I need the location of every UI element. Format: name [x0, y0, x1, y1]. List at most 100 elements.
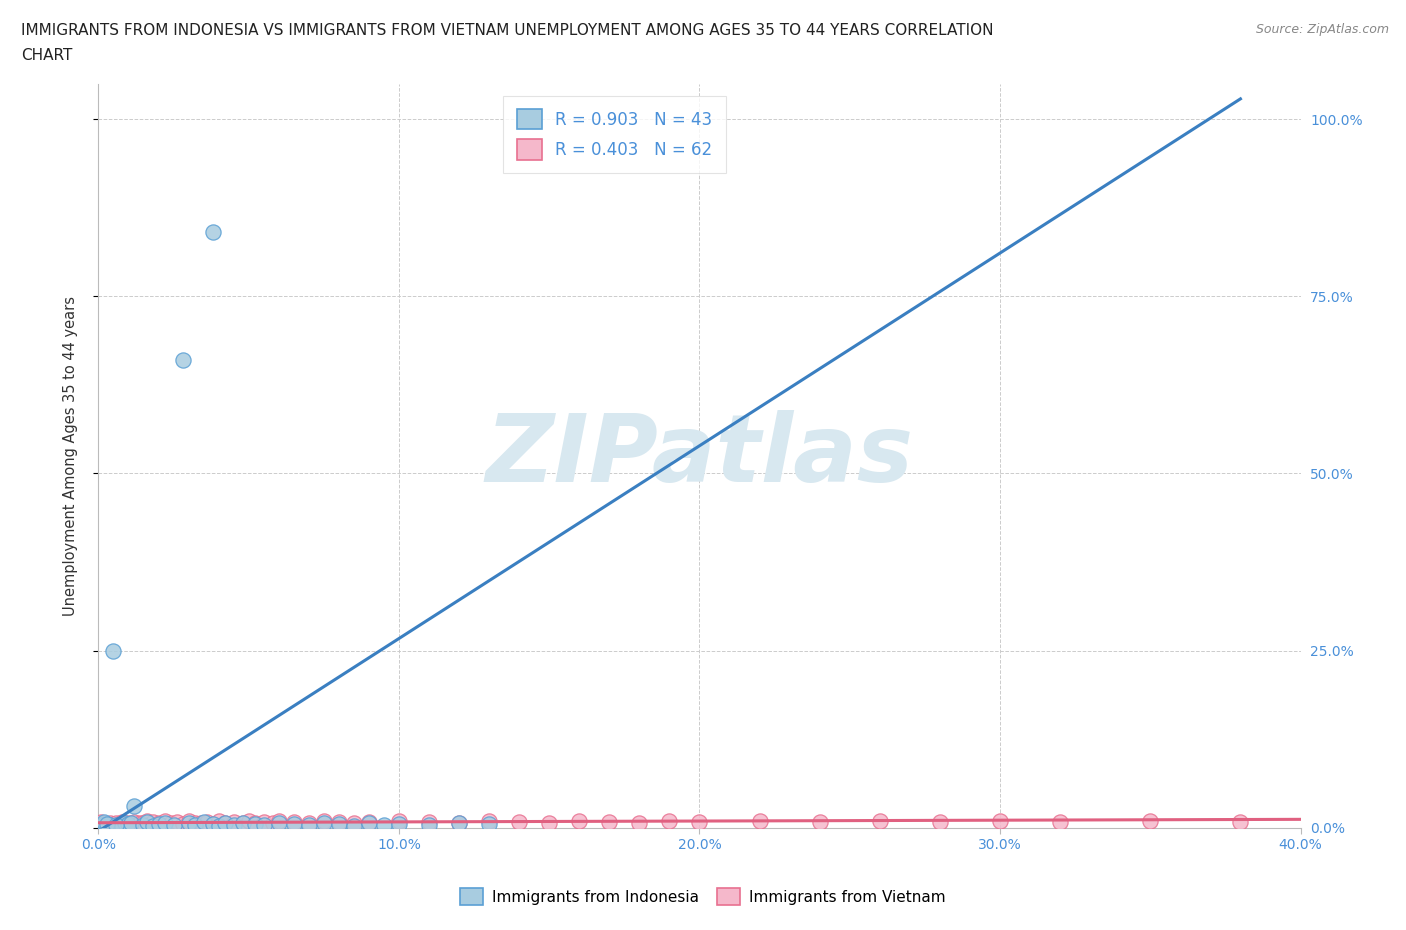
Text: Source: ZipAtlas.com: Source: ZipAtlas.com	[1256, 23, 1389, 36]
Point	[93, 817, 115, 831]
Point	[388, 817, 411, 831]
Point	[103, 644, 125, 658]
Text: CHART: CHART	[21, 48, 73, 63]
Point	[312, 814, 335, 829]
Point	[93, 817, 115, 831]
Point	[267, 814, 290, 829]
Point	[114, 817, 136, 832]
Point	[141, 815, 163, 830]
Point	[1049, 815, 1071, 830]
Point	[343, 818, 366, 833]
Point	[283, 817, 305, 831]
Point	[132, 816, 155, 830]
Point	[90, 815, 112, 830]
Text: IMMIGRANTS FROM INDONESIA VS IMMIGRANTS FROM VIETNAM UNEMPLOYMENT AMONG AGES 35 : IMMIGRANTS FROM INDONESIA VS IMMIGRANTS …	[21, 23, 994, 38]
Point	[298, 817, 321, 832]
Point	[232, 816, 254, 830]
Point	[172, 817, 194, 831]
Point	[135, 815, 157, 830]
Point	[748, 814, 770, 829]
Point	[201, 817, 224, 831]
Point	[129, 816, 152, 830]
Point	[111, 815, 134, 830]
Point	[267, 816, 290, 830]
Point	[869, 814, 891, 829]
Point	[243, 816, 266, 830]
Point	[328, 815, 350, 830]
Point	[343, 816, 366, 830]
Point	[148, 816, 170, 830]
Point	[988, 814, 1011, 829]
Point	[689, 815, 711, 830]
Point	[153, 814, 176, 829]
Point	[1139, 814, 1161, 829]
Point	[243, 817, 266, 831]
Text: ZIPatlas: ZIPatlas	[485, 410, 914, 501]
Point	[132, 817, 155, 832]
Point	[447, 816, 470, 830]
Point	[124, 799, 146, 814]
Point	[105, 816, 128, 830]
Point	[121, 817, 143, 831]
Point	[108, 817, 131, 831]
Point	[478, 817, 501, 831]
Point	[148, 817, 170, 831]
Point	[177, 814, 200, 829]
Point	[111, 818, 134, 833]
Point	[100, 817, 122, 832]
Point	[262, 816, 284, 830]
Point	[114, 816, 136, 830]
Point	[1229, 815, 1251, 830]
Point	[117, 817, 139, 831]
Point	[253, 815, 276, 830]
Point	[172, 352, 194, 367]
Point	[222, 817, 245, 832]
Point	[183, 816, 205, 830]
Point	[162, 817, 184, 832]
Point	[105, 817, 128, 832]
Point	[193, 815, 215, 830]
Point	[418, 815, 440, 830]
Point	[418, 817, 440, 832]
Point	[190, 816, 212, 830]
Point	[117, 816, 139, 830]
Point	[312, 816, 335, 830]
Point	[929, 815, 952, 830]
Point	[628, 816, 651, 830]
Point	[96, 818, 118, 833]
Point	[96, 817, 118, 831]
Point	[214, 816, 236, 830]
Point	[238, 814, 260, 829]
Point	[357, 815, 380, 830]
Point	[141, 818, 163, 833]
Point	[373, 817, 395, 832]
Point	[357, 816, 380, 830]
Point	[138, 817, 160, 831]
Point	[222, 815, 245, 830]
Point	[90, 818, 112, 833]
Point	[298, 816, 321, 830]
Point	[195, 815, 218, 830]
Point	[159, 816, 181, 830]
Legend: R = 0.903   N = 43, R = 0.403   N = 62: R = 0.903 N = 43, R = 0.403 N = 62	[503, 96, 725, 173]
Point	[658, 814, 681, 829]
Point	[201, 225, 224, 240]
Point	[328, 817, 350, 831]
Point	[283, 815, 305, 830]
Point	[124, 815, 146, 830]
Point	[214, 816, 236, 830]
Point	[166, 815, 188, 830]
Point	[96, 817, 118, 832]
Point	[135, 814, 157, 829]
Point	[100, 816, 122, 830]
Point	[388, 814, 411, 829]
Point	[121, 816, 143, 830]
Point	[478, 814, 501, 829]
Point	[103, 818, 125, 833]
Point	[93, 815, 115, 830]
Point	[153, 816, 176, 830]
Point	[183, 817, 205, 832]
Point	[568, 814, 591, 829]
Point	[232, 816, 254, 830]
Point	[253, 817, 276, 832]
